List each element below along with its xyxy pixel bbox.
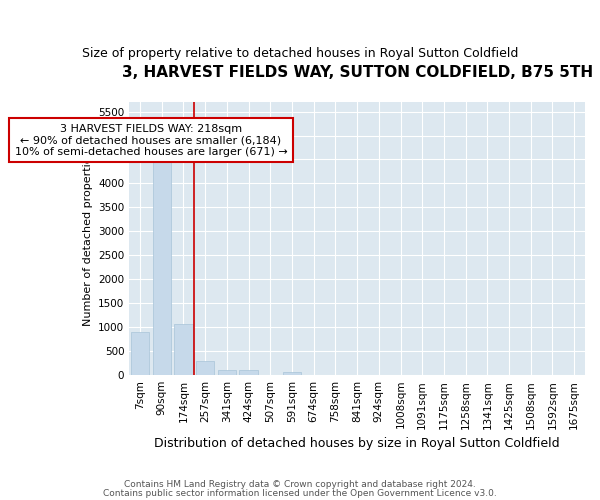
Bar (239, 370, 258, 375)
Bar (131, 332, 149, 375)
Y-axis label: Number of detached properties: Number of detached properties (83, 151, 92, 326)
Title: 3, HARVEST FIELDS WAY, SUTTON COLDFIELD, B75 5TH: 3, HARVEST FIELDS WAY, SUTTON COLDFIELD,… (122, 65, 593, 80)
Bar (196, 360, 214, 375)
Bar (152, 154, 171, 375)
Bar (174, 324, 193, 375)
Text: 3 HARVEST FIELDS WAY: 218sqm
← 90% of detached houses are smaller (6,184)
10% of: 3 HARVEST FIELDS WAY: 218sqm ← 90% of de… (14, 124, 287, 157)
X-axis label: Distribution of detached houses by size in Royal Sutton Coldfield: Distribution of detached houses by size … (154, 437, 560, 450)
Bar (218, 370, 236, 375)
Bar (283, 372, 301, 375)
Text: Size of property relative to detached houses in Royal Sutton Coldfield: Size of property relative to detached ho… (82, 48, 518, 60)
Text: Contains public sector information licensed under the Open Government Licence v3: Contains public sector information licen… (103, 489, 497, 498)
Text: Contains HM Land Registry data © Crown copyright and database right 2024.: Contains HM Land Registry data © Crown c… (124, 480, 476, 489)
